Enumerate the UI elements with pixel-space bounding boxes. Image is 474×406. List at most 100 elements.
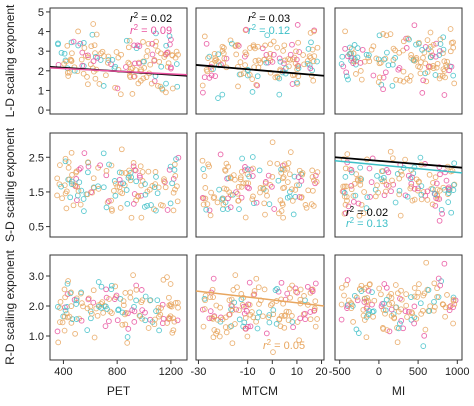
- data-point: [270, 51, 277, 58]
- data-point: [98, 283, 105, 290]
- data-point: [432, 304, 438, 310]
- data-point: [311, 177, 317, 184]
- data-point: [206, 207, 213, 214]
- data-point: [433, 195, 440, 202]
- data-point: [91, 42, 98, 49]
- data-point: [254, 314, 261, 321]
- data-point: [112, 283, 119, 290]
- data-point: [236, 307, 242, 314]
- data-point: [267, 160, 273, 167]
- data-point: [68, 181, 75, 187]
- data-point: [68, 57, 75, 64]
- data-point: [390, 45, 397, 52]
- data-point: [359, 46, 366, 53]
- data-point: [341, 292, 347, 299]
- data-point: [395, 308, 402, 315]
- data-point: [378, 168, 385, 175]
- data-point: [439, 301, 446, 307]
- data-point: [435, 275, 442, 282]
- data-point: [312, 298, 319, 305]
- data-point: [124, 200, 131, 207]
- data-point: [404, 314, 410, 320]
- data-point: [146, 186, 153, 193]
- data-point: [65, 278, 71, 284]
- data-point: [127, 289, 134, 296]
- data-point: [292, 285, 299, 292]
- data-point: [225, 195, 231, 202]
- data-point: [148, 80, 155, 87]
- data-point: [174, 183, 180, 190]
- data-point: [310, 77, 317, 84]
- data-point: [367, 194, 373, 200]
- data-point: [123, 37, 130, 44]
- data-point: [403, 302, 410, 309]
- data-point: [413, 41, 419, 48]
- data-point: [211, 314, 218, 320]
- data-point: [296, 194, 303, 200]
- data-point: [381, 281, 388, 287]
- fit-line-black: [334, 156, 463, 169]
- data-point: [314, 316, 320, 322]
- data-point: [353, 71, 359, 77]
- data-point: [223, 55, 230, 62]
- data-point: [131, 303, 137, 310]
- data-point: [203, 40, 210, 47]
- data-point: [128, 214, 135, 221]
- data-point: [84, 305, 91, 312]
- data-point: [64, 42, 71, 49]
- data-point: [113, 292, 120, 299]
- y-tick-label: 5: [38, 7, 44, 19]
- data-point: [260, 313, 266, 320]
- data-point: [237, 176, 244, 183]
- data-point: [221, 45, 227, 51]
- data-point: [392, 55, 398, 61]
- x-tick-label: 0: [376, 366, 382, 378]
- data-point: [305, 187, 312, 194]
- data-point: [92, 75, 99, 82]
- data-point: [342, 210, 349, 216]
- data-point: [232, 321, 238, 327]
- data-point: [433, 64, 440, 71]
- data-point: [294, 66, 300, 73]
- data-point: [170, 327, 177, 334]
- data-point: [250, 165, 256, 172]
- data-point: [380, 74, 387, 81]
- data-point: [142, 181, 148, 187]
- data-point: [421, 290, 428, 297]
- data-point: [108, 197, 114, 204]
- data-point: [149, 51, 156, 58]
- data-point: [105, 53, 112, 60]
- data-point: [235, 83, 241, 90]
- data-point: [276, 55, 283, 62]
- data-point: [418, 191, 425, 198]
- data-point: [210, 294, 216, 300]
- data-point: [202, 297, 208, 304]
- data-point: [339, 53, 346, 60]
- data-point: [173, 61, 180, 67]
- data-point: [227, 324, 233, 330]
- data-point: [262, 211, 268, 218]
- data-point: [437, 171, 443, 178]
- data-point: [389, 82, 396, 89]
- data-point: [370, 72, 377, 79]
- data-point: [419, 46, 425, 53]
- data-point: [309, 286, 316, 293]
- data-point: [133, 282, 140, 289]
- data-point: [392, 47, 398, 54]
- data-point: [127, 294, 134, 301]
- data-point: [278, 279, 285, 286]
- data-point: [411, 303, 418, 310]
- data-point: [62, 158, 69, 165]
- data-point: [249, 154, 256, 160]
- data-point: [163, 80, 169, 87]
- data-point: [364, 295, 370, 301]
- data-point: [249, 173, 256, 179]
- data-point: [284, 165, 291, 172]
- data-point: [164, 63, 171, 70]
- data-point: [68, 149, 75, 156]
- data-point: [230, 287, 237, 293]
- data-point: [402, 156, 408, 163]
- data-point: [142, 191, 149, 198]
- data-point: [370, 43, 377, 50]
